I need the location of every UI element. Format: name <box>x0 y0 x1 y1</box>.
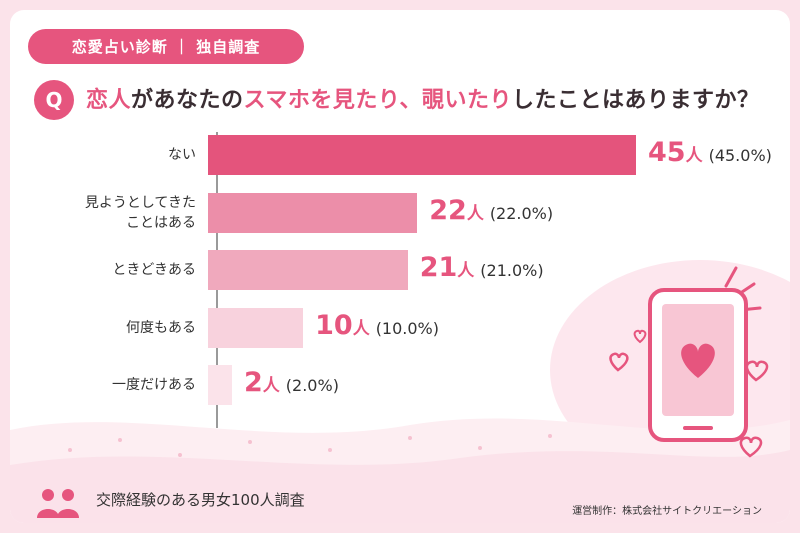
value-number: 10 <box>315 309 353 341</box>
category-label: ない <box>168 147 196 163</box>
category-label: 一度だけある <box>112 377 196 393</box>
bar <box>208 192 418 233</box>
question-part-4: したことはありますか？ <box>512 88 760 113</box>
category-label: 見ようとしてきた ことはある <box>84 194 196 231</box>
bar <box>208 135 636 175</box>
question-part-2: があなたの <box>131 88 244 113</box>
value-percent: (2.0%) <box>285 376 339 395</box>
value-number: 22 <box>429 194 467 226</box>
survey-tag: 恋愛占い診断 ｜ 独自調査 <box>28 29 304 64</box>
question-part-3: スマホを見たり、覗いたり <box>243 88 512 113</box>
value-unit: 人 <box>352 318 370 339</box>
category-label: 何度もある <box>126 319 196 336</box>
value-label: 22人 (22.0%) <box>429 195 553 226</box>
people-icon <box>37 489 79 518</box>
value-label: 21人 (21.0%) <box>420 252 544 283</box>
value-label: 45人 (45.0%) <box>648 137 772 168</box>
infographic-card: 恋愛占い診断 ｜ 独自調査 Q 恋人があなたのスマホを見たり、覗いたりしたことは… <box>10 10 790 523</box>
credit-note: 運営制作：株式会社サイトクリエーション <box>572 506 762 517</box>
value-label: 10人 (10.0%) <box>315 310 439 341</box>
value-number: 2 <box>244 367 263 398</box>
bar <box>208 365 232 405</box>
value-unit: 人 <box>466 203 484 224</box>
bar <box>208 307 304 348</box>
value-number: 45 <box>648 137 686 168</box>
smartphone-heart-icon <box>609 266 769 458</box>
question-badge: Q <box>34 80 74 120</box>
value-unit: 人 <box>457 261 475 281</box>
question-part-1: 恋人 <box>86 88 132 113</box>
bar <box>208 250 408 290</box>
value-percent: (45.0%) <box>708 146 772 165</box>
value-percent: (21.0%) <box>480 261 544 280</box>
value-number: 21 <box>419 252 458 283</box>
survey-note: 交際経験のある男女100人調査 <box>96 491 305 509</box>
value-percent: (10.0%) <box>375 318 439 338</box>
value-percent: (22.0%) <box>489 203 554 223</box>
value-unit: 人 <box>262 376 280 396</box>
category-label: ときどきある <box>112 262 196 278</box>
value-unit: 人 <box>685 146 703 166</box>
question-title: 恋人があなたのスマホを見たり、覗いたりしたことはありますか？ <box>86 82 760 114</box>
value-label: 2人 (2.0%) <box>244 367 339 398</box>
